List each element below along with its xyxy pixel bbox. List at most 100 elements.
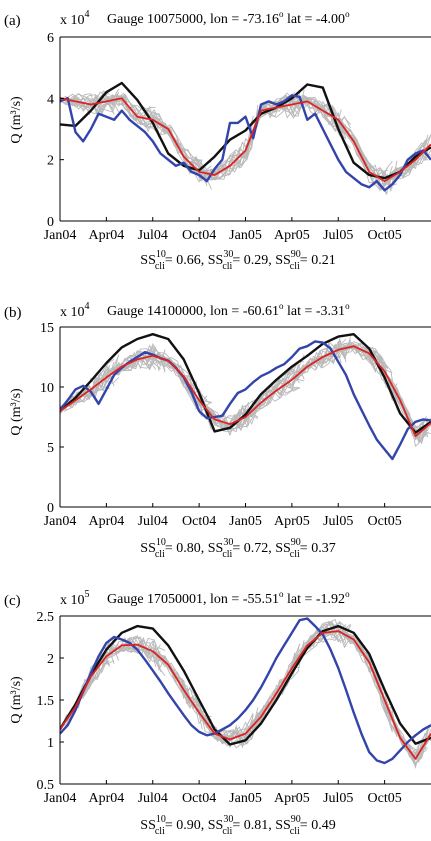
x-tick-label: Jul05 bbox=[323, 791, 353, 806]
y-tick-label: 1.5 bbox=[37, 694, 55, 709]
plot-area: 0.5 1 1.5 2 2.5 Jan04 Apr04 Jul04 Oct04 Jan05 Apr0… bbox=[37, 610, 431, 806]
series-group bbox=[60, 81, 431, 196]
ensemble-trace bbox=[115, 95, 166, 126]
ensemble-trace bbox=[152, 121, 203, 170]
ensemble-trace bbox=[152, 117, 203, 176]
ensemble-trace bbox=[347, 636, 398, 737]
y-tick-label: 5 bbox=[47, 441, 54, 456]
x-tick-label: Oct05 bbox=[368, 791, 402, 806]
panel-a: (a) x 104 Gauge 10075000, lon = -73.16o … bbox=[4, 9, 431, 272]
x-tick-label: Oct05 bbox=[368, 228, 402, 243]
ensemble-trace bbox=[161, 360, 212, 430]
x-tick-label: Oct04 bbox=[182, 228, 216, 243]
chart-title: Gauge 10075000, lon = -73.16o lat = -4.0… bbox=[107, 9, 350, 27]
ensemble-trace bbox=[291, 343, 342, 384]
ensemble-trace bbox=[254, 94, 305, 125]
ensemble-trace bbox=[301, 98, 351, 133]
y-tick-label: 0.5 bbox=[37, 778, 55, 793]
x-tick-label: Apr05 bbox=[274, 514, 310, 529]
y-axis-label: Q (m³/s) bbox=[9, 96, 24, 144]
x-tick-label: Jan05 bbox=[229, 791, 262, 806]
ensemble-trace bbox=[110, 345, 161, 371]
forecast-series-line bbox=[60, 617, 431, 765]
x-tick-label: Jul04 bbox=[138, 228, 168, 243]
ensemble-trace bbox=[199, 144, 250, 174]
y-tick-label: 4 bbox=[47, 92, 54, 107]
ensemble-trace bbox=[300, 98, 351, 135]
ensemble-trace bbox=[342, 634, 393, 731]
x-tick-label: Jan04 bbox=[44, 791, 77, 806]
exponent-label: x 104 bbox=[60, 9, 90, 28]
ensemble-trace bbox=[245, 377, 296, 421]
forecast-series-line bbox=[60, 94, 431, 192]
chart-title: Gauge 17050001, lon = -55.51o lat = -1.9… bbox=[107, 589, 350, 607]
skill-score-line: SS10 cli= 0.90, SS30 cli= 0.81, SS90 cli= 0… bbox=[140, 814, 335, 837]
x-tick-label: Jul05 bbox=[323, 228, 353, 243]
x-tick-label: Oct04 bbox=[182, 514, 216, 529]
y-tick-label: 0 bbox=[47, 215, 54, 230]
y-tick-label: 2 bbox=[47, 652, 54, 667]
x-tick-label: Jul05 bbox=[323, 514, 353, 529]
ensemble-trace bbox=[300, 336, 352, 376]
x-tick-label: Jan05 bbox=[229, 514, 262, 529]
y-tick-label: 1 bbox=[47, 736, 54, 751]
mean-series-line bbox=[60, 345, 431, 438]
x-tick-label: Apr04 bbox=[88, 514, 124, 529]
series-group bbox=[60, 333, 431, 461]
observed-series-line bbox=[60, 333, 431, 434]
x-tick-label: Apr04 bbox=[88, 228, 124, 243]
series-group bbox=[60, 617, 431, 770]
y-tick-label: 10 bbox=[40, 381, 54, 396]
ensemble-trace bbox=[60, 640, 110, 728]
plot-area: 0 5 10 15 Jan04 Apr04 Jul04 Oct04 Jan05 Apr05 Jul0… bbox=[40, 321, 431, 529]
x-tick-label: Jan04 bbox=[44, 514, 77, 529]
skill-score-line: SS10 cli= 0.66, SS30 cli= 0.29, SS90 cli= 0… bbox=[140, 249, 335, 272]
y-tick-label: 15 bbox=[40, 321, 54, 336]
y-axis-label: Q (m³/s) bbox=[9, 388, 24, 436]
panel-label: (b) bbox=[4, 305, 22, 321]
exponent-label: x 105 bbox=[60, 589, 90, 608]
forecast-series-line bbox=[60, 340, 431, 461]
y-tick-label: 2 bbox=[47, 154, 54, 169]
x-tick-label: Apr05 bbox=[274, 228, 310, 243]
mean-series-line bbox=[60, 630, 431, 760]
panel-b: (b) x 104 Gauge 14100000, lon = -60.61o … bbox=[4, 301, 431, 560]
y-tick-label: 0 bbox=[47, 501, 54, 516]
ensemble-trace bbox=[338, 346, 389, 389]
x-tick-label: Jul04 bbox=[138, 791, 168, 806]
ensemble-trace bbox=[115, 355, 166, 370]
ensemble-trace bbox=[106, 348, 157, 374]
exponent-label: x 104 bbox=[60, 301, 90, 320]
x-tick-label: Apr05 bbox=[274, 791, 310, 806]
ensemble-trace bbox=[291, 101, 342, 129]
ensemble-trace bbox=[384, 142, 429, 185]
x-tick-label: Oct05 bbox=[368, 514, 402, 529]
ensemble-trace bbox=[245, 365, 296, 414]
chart-title: Gauge 14100000, lon = -60.61o lat = -3.3… bbox=[107, 301, 350, 319]
y-axis-label: Q (m³/s) bbox=[9, 676, 24, 724]
mean-series-line bbox=[60, 97, 431, 182]
skill-score-line: SS10 cli= 0.80, SS30 cli= 0.72, SS90 cli= 0… bbox=[140, 537, 335, 560]
x-tick-label: Jul04 bbox=[138, 514, 168, 529]
ensemble-trace bbox=[64, 94, 115, 108]
observed-series-line bbox=[60, 624, 431, 746]
ensemble-trace bbox=[207, 716, 259, 745]
observed-series-line bbox=[60, 81, 431, 180]
panel-label: (a) bbox=[4, 13, 21, 29]
ensemble-trace bbox=[60, 89, 110, 115]
plot-area: 0 2 4 6 Jan04 Apr04 Jul04 Oct04 Jan05 Apr05 Jul05 O… bbox=[44, 31, 431, 243]
ensemble-trace bbox=[115, 636, 166, 662]
ensemble-trace bbox=[347, 134, 398, 193]
x-tick-label: Oct04 bbox=[182, 791, 216, 806]
y-tick-label: 2.5 bbox=[37, 610, 55, 625]
y-tick-label: 6 bbox=[47, 31, 54, 46]
x-tick-label: Jan04 bbox=[44, 228, 77, 243]
ensemble-trace bbox=[337, 629, 389, 715]
panel-c: (c) x 105 Gauge 17050001, lon = -55.51o … bbox=[4, 589, 431, 837]
ensemble-trace bbox=[208, 105, 259, 178]
x-tick-label: Jan05 bbox=[229, 228, 262, 243]
x-tick-label: Apr04 bbox=[88, 791, 124, 806]
panel-label: (c) bbox=[4, 593, 21, 609]
ensemble-trace bbox=[68, 91, 120, 114]
